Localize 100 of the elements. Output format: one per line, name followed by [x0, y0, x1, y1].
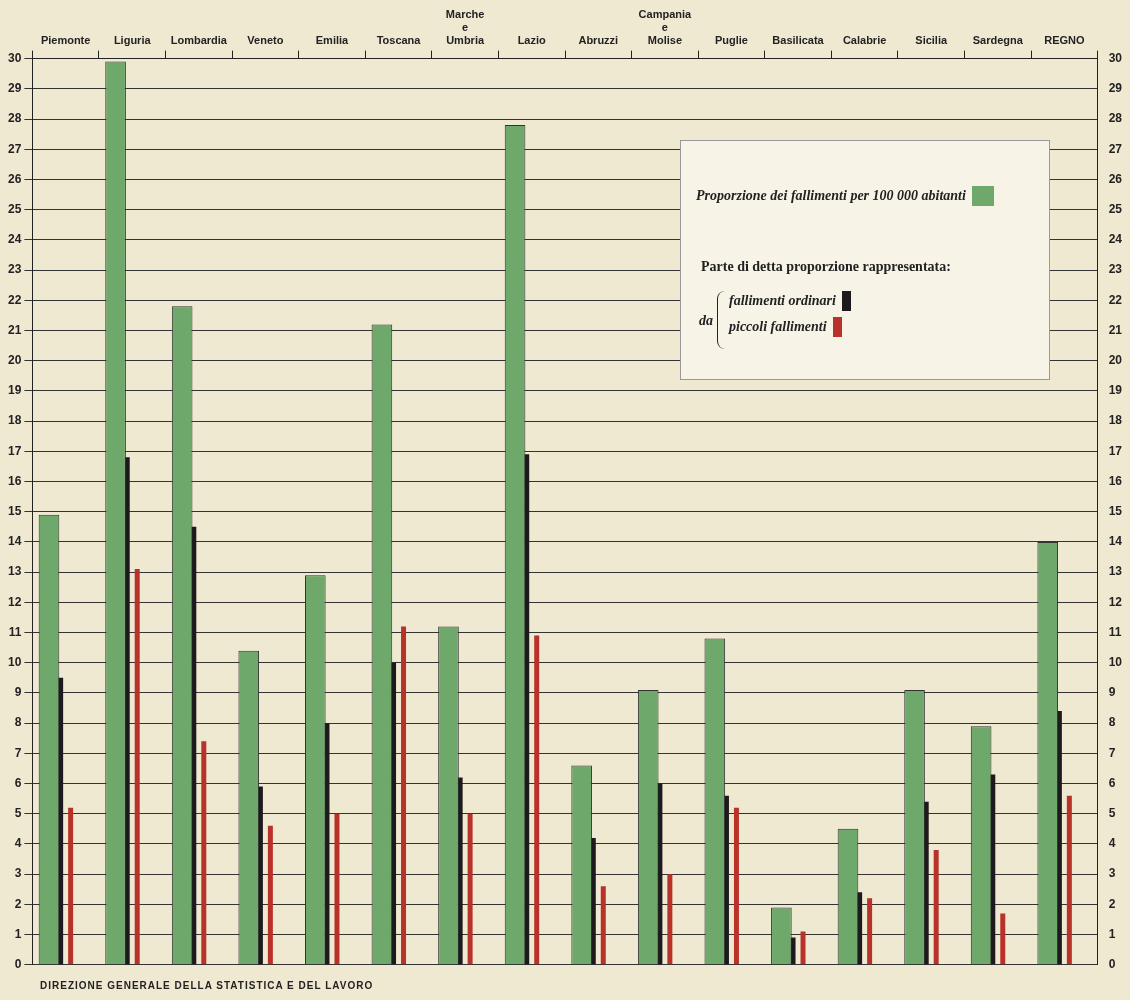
- bar: [1066, 795, 1072, 965]
- y2-tick-label: 20: [1108, 352, 1123, 367]
- bar: [867, 898, 873, 965]
- y-tick-label: 26: [7, 171, 22, 186]
- y2-tick-label: 11: [1108, 624, 1122, 639]
- y2-tick-label: 6: [1108, 775, 1116, 790]
- x-tick-label: Abruzzi: [578, 34, 619, 47]
- bar: [1000, 913, 1006, 965]
- y2-tick-label: 13: [1108, 564, 1123, 579]
- legend-label: piccoli fallimenti: [729, 319, 827, 335]
- y2-tick-label: 23: [1108, 262, 1123, 277]
- y-tick-label: 0: [14, 957, 22, 972]
- x-tick-label: REGNO: [1044, 34, 1085, 47]
- y-tick-label: 27: [7, 141, 22, 156]
- y2-tick-label: 2: [1108, 896, 1116, 911]
- y-tick-label: 2: [14, 896, 22, 911]
- y2-tick-label: 1: [1108, 926, 1116, 941]
- y-tick-label: 5: [14, 806, 22, 821]
- y2-tick-label: 29: [1108, 81, 1123, 96]
- x-tick-label: Puglie: [714, 34, 748, 47]
- bar: [334, 813, 340, 965]
- y-tick-label: 29: [7, 81, 22, 96]
- y2-tick-label: 28: [1108, 111, 1123, 126]
- bar: [600, 886, 606, 965]
- bar: [401, 626, 407, 965]
- y-tick-label: 8: [14, 715, 22, 730]
- bar: [534, 635, 540, 965]
- bar: [134, 569, 140, 965]
- y-tick-label: 19: [7, 383, 22, 398]
- x-tick-label: Emilia: [315, 34, 350, 47]
- bar: [733, 807, 739, 965]
- text: DIREZIONE GENERALE DELLA STATISTICA E DEL LAVORO: [40, 980, 374, 991]
- y-tick-label: 15: [7, 504, 22, 519]
- y2-tick-label: 30: [1108, 50, 1123, 65]
- bar: [267, 825, 273, 965]
- y2-tick-label: 24: [1108, 232, 1123, 247]
- bar: [201, 741, 207, 965]
- x-tick-label: Piemonte: [40, 34, 91, 47]
- y2-tick-label: 9: [1108, 685, 1116, 700]
- y-tick-label: 7: [14, 745, 22, 760]
- legend-label: fallimenti ordinari: [729, 293, 836, 309]
- x-tick-label: Lombardia: [170, 34, 228, 47]
- x-tick-label: Marche e Umbria: [445, 7, 485, 47]
- y-tick-label: 22: [7, 292, 22, 307]
- y-tick-label: 17: [7, 443, 22, 458]
- y2-tick-label: 19: [1108, 383, 1123, 398]
- y-tick-label: 23: [7, 262, 22, 277]
- bar: [467, 813, 473, 965]
- y-tick-label: 18: [7, 413, 22, 428]
- legend-label: Proporzione dei fallimenti per 100 000 abitanti: [696, 188, 966, 204]
- y2-tick-label: 17: [1108, 443, 1123, 458]
- y2-tick-label: 27: [1108, 141, 1123, 156]
- y-tick-label: 9: [14, 685, 22, 700]
- y-tick-label: 21: [7, 322, 22, 337]
- x-tick-label: Veneto: [247, 34, 284, 47]
- y-tick-label: 4: [14, 836, 22, 851]
- y2-tick-label: 22: [1108, 292, 1123, 307]
- y2-tick-label: 16: [1108, 473, 1123, 488]
- y2-tick-label: 25: [1108, 201, 1123, 216]
- x-tick-label: Sicilia: [915, 34, 948, 47]
- legend-title: Parte di detta proporzione rappresentata:: [701, 259, 951, 275]
- y2-tick-label: 21: [1108, 322, 1123, 337]
- y-tick-label: 10: [7, 655, 22, 670]
- y-tick-label: 6: [14, 775, 22, 790]
- y-tick-label: 12: [7, 594, 22, 609]
- x-tick-label: Toscana: [376, 34, 422, 47]
- y2-tick-label: 3: [1108, 866, 1116, 881]
- y2-tick-label: 7: [1108, 745, 1116, 760]
- y2-tick-label: 4: [1108, 836, 1116, 851]
- x-tick-label: Campania e Molise: [638, 7, 693, 47]
- y-tick-label: 11: [8, 624, 22, 639]
- y2-tick-label: 18: [1108, 413, 1123, 428]
- y-tick-label: 30: [7, 50, 22, 65]
- x-tick-label: Sardegna: [972, 34, 1024, 47]
- y-tick-label: 16: [7, 473, 22, 488]
- y2-tick-label: 10: [1108, 655, 1123, 670]
- y2-tick-label: 0: [1108, 957, 1116, 972]
- x-tick-label: Lazio: [517, 34, 547, 47]
- annotation: da: [699, 313, 713, 329]
- y2-tick-label: 14: [1108, 534, 1123, 549]
- y-tick-label: 1: [14, 926, 22, 941]
- bar: [667, 874, 673, 965]
- x-tick-label: Liguria: [113, 34, 152, 47]
- y-tick-label: 13: [7, 564, 22, 579]
- y2-tick-label: 8: [1108, 715, 1116, 730]
- bar: [68, 807, 74, 965]
- y-tick-label: 14: [7, 534, 22, 549]
- x-tick-label: Calabrie: [842, 34, 887, 47]
- y-tick-label: 28: [7, 111, 22, 126]
- y-tick-label: 25: [7, 201, 22, 216]
- y2-tick-label: 15: [1108, 504, 1123, 519]
- y2-tick-label: 12: [1108, 594, 1123, 609]
- y-tick-label: 20: [7, 352, 22, 367]
- x-tick-label: Basilicata: [772, 34, 825, 47]
- y2-tick-label: 26: [1108, 171, 1123, 186]
- bar: [800, 931, 806, 965]
- y-tick-label: 24: [7, 232, 22, 247]
- y2-tick-label: 5: [1108, 806, 1116, 821]
- y-tick-label: 3: [14, 866, 22, 881]
- bar: [933, 850, 939, 965]
